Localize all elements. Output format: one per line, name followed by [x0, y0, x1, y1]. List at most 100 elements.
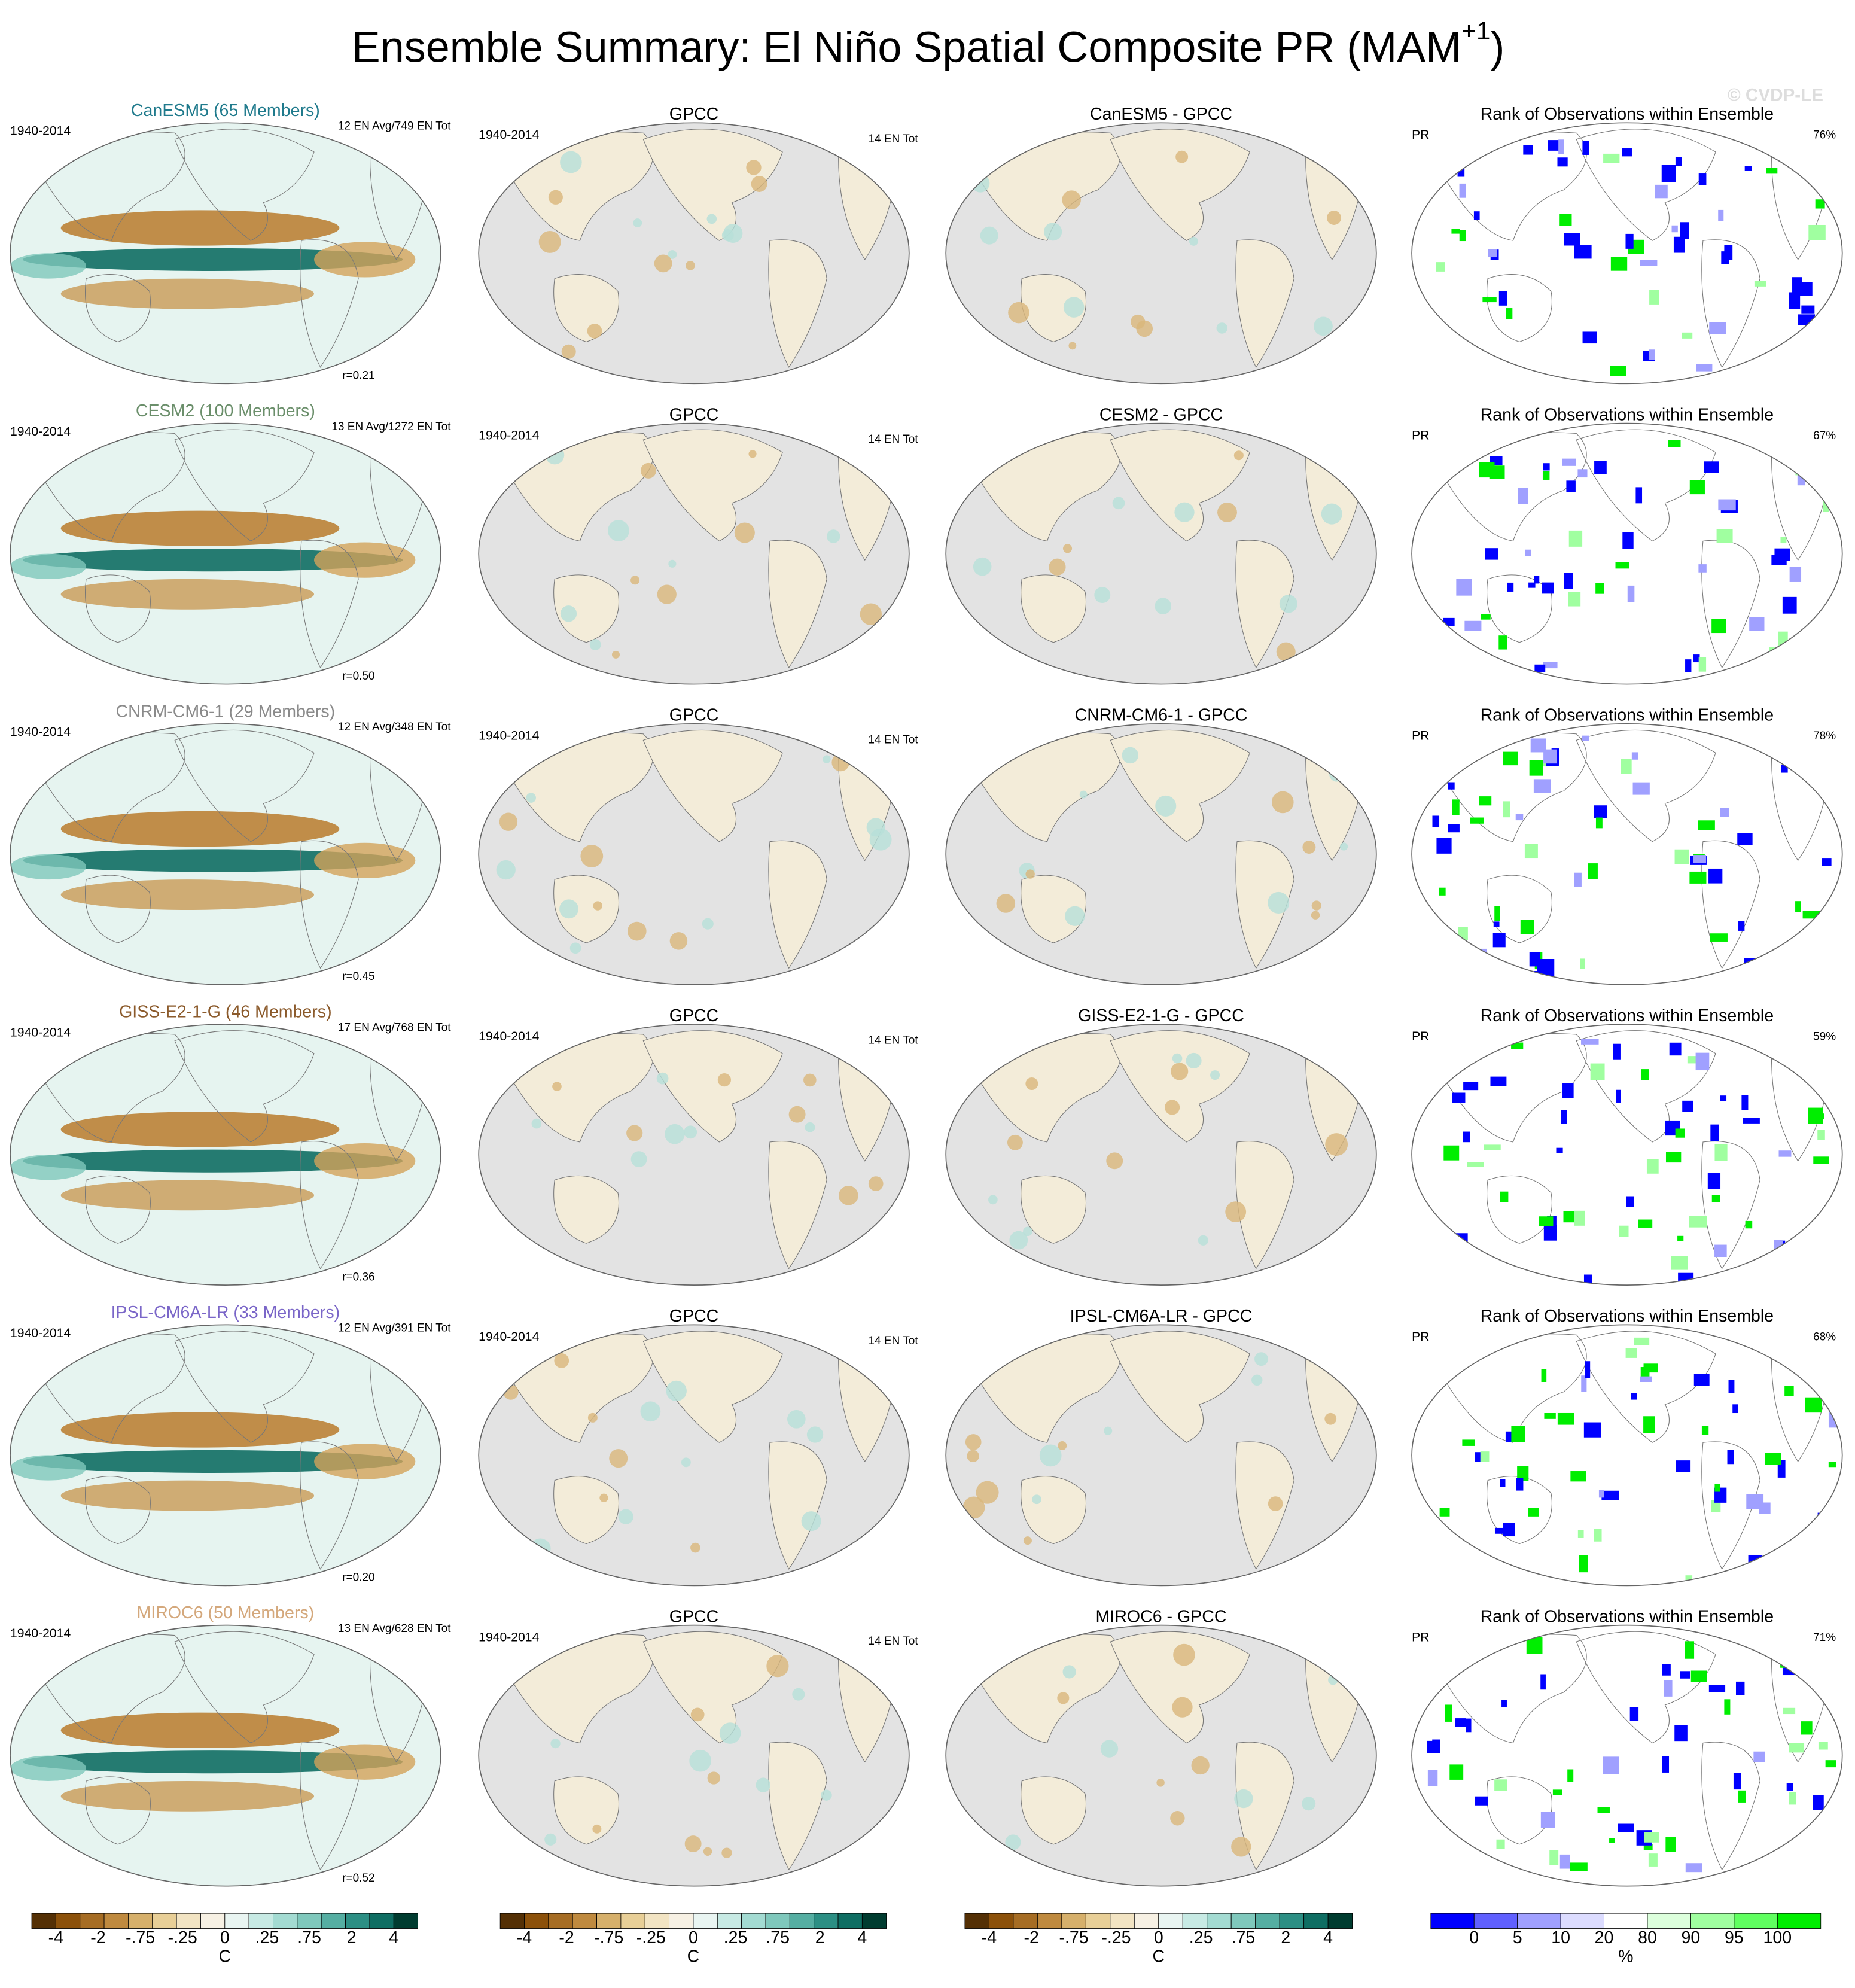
anomaly	[1062, 1665, 1076, 1679]
anomaly	[1023, 1226, 1032, 1237]
rank-cell	[1701, 1426, 1709, 1435]
rank-var: PR	[1412, 428, 1429, 442]
rank-cell	[1540, 1812, 1555, 1828]
rank-cell	[1789, 1743, 1805, 1753]
colorbar-box	[200, 1913, 226, 1929]
rank-cell	[1543, 662, 1558, 669]
rank-cell	[1780, 537, 1787, 544]
colorbar-label: -4	[517, 1928, 532, 1947]
continent	[1576, 429, 1716, 542]
band-north	[60, 210, 340, 246]
map	[1412, 1024, 1842, 1286]
rank-cell	[1735, 1681, 1745, 1695]
rank-cell	[1815, 199, 1825, 209]
pattern-corr: r=0.50	[342, 670, 375, 683]
colorbar-box	[1158, 1913, 1183, 1929]
rank-title: Rank of Observations within Ensemble	[1481, 1307, 1774, 1326]
anomaly	[1155, 795, 1177, 817]
colorbar-label: 80	[1638, 1928, 1657, 1947]
map-outline	[10, 1024, 441, 1286]
anomaly	[669, 932, 688, 950]
band-north	[60, 510, 340, 546]
colorbar-box	[1430, 1913, 1475, 1929]
rank-cell	[1525, 549, 1531, 556]
rank-cell	[1662, 1756, 1670, 1773]
colorbar-label: 2	[1281, 1928, 1290, 1947]
rank-cell	[1707, 1173, 1721, 1189]
rank-cell	[1676, 1460, 1691, 1472]
anomaly	[1174, 502, 1195, 522]
colorbar-label: -.25	[1101, 1928, 1131, 1947]
rank-cell	[1693, 654, 1700, 663]
colorbar-box	[693, 1913, 718, 1929]
rank-cell	[1778, 1150, 1792, 1157]
rank-cell	[1579, 1555, 1588, 1573]
anomaly	[803, 1073, 817, 1087]
continent	[1701, 840, 1760, 969]
anomaly	[1173, 1643, 1195, 1666]
rank-cell	[1671, 225, 1678, 233]
rank-cell	[1687, 1056, 1699, 1064]
rank-cell	[1665, 1152, 1682, 1163]
colorbar-box	[1327, 1913, 1353, 1929]
colorbar-box	[1134, 1913, 1159, 1929]
colorbar-label: 0	[689, 1928, 698, 1947]
continent	[642, 429, 783, 542]
continent	[1701, 1441, 1760, 1570]
colorbar-box	[1690, 1913, 1735, 1929]
rank-cell	[1745, 1220, 1753, 1229]
continent	[642, 1331, 783, 1443]
anomaly	[806, 1426, 824, 1443]
map-outline	[10, 1624, 441, 1887]
rank-cell	[1638, 1219, 1653, 1228]
map-outline	[10, 723, 441, 985]
map	[479, 723, 909, 985]
rank-cell	[1801, 305, 1815, 314]
colorbar-box	[1734, 1913, 1778, 1929]
continent	[1701, 239, 1760, 368]
rank-cell	[1627, 585, 1635, 602]
rank-cell	[1671, 1256, 1689, 1270]
anomaly	[1327, 211, 1341, 225]
anomaly	[654, 254, 672, 273]
rank-pct: 68%	[1813, 1331, 1836, 1344]
rank-cell	[1797, 282, 1813, 296]
colorbar-box	[321, 1913, 346, 1929]
rank-cell	[1549, 1850, 1559, 1865]
rank-cell	[1677, 1235, 1684, 1241]
pattern-corr: r=0.52	[342, 1872, 375, 1885]
rank-cell	[1459, 183, 1466, 198]
colorbar-box	[1604, 1913, 1648, 1929]
diff-title: CESM2 - GPCC	[1099, 405, 1223, 424]
rank-cell	[1616, 1089, 1621, 1103]
rank-cell	[1511, 1042, 1524, 1049]
rank-cell	[1594, 1529, 1602, 1542]
anomaly	[526, 793, 536, 803]
rank-cell	[1503, 1523, 1515, 1537]
rank-cell	[1488, 249, 1497, 258]
rank-cell	[1581, 1375, 1587, 1392]
anomaly	[967, 1450, 979, 1462]
continent	[1235, 1742, 1294, 1871]
band-equator	[23, 248, 403, 271]
anomaly	[821, 1789, 832, 1801]
anomaly	[618, 1509, 633, 1524]
rank-cell	[1621, 759, 1632, 774]
anomaly	[1314, 316, 1333, 336]
anomaly	[1112, 497, 1125, 510]
band-east	[314, 542, 416, 578]
map-outline	[478, 1324, 910, 1587]
anomaly	[1324, 1412, 1337, 1425]
rank-cell	[1528, 1508, 1539, 1517]
colorbar-box	[964, 1913, 989, 1929]
rank-cell	[1664, 1680, 1673, 1697]
rank-cell	[1562, 458, 1576, 466]
rank-cell	[1503, 751, 1518, 766]
colorbar-label: 95	[1725, 1928, 1744, 1947]
model-title: MIROC6 (50 Members)	[136, 1603, 314, 1622]
rank-cell	[1665, 1837, 1676, 1852]
anomaly	[766, 1655, 789, 1678]
rank-cell	[1564, 573, 1573, 589]
colorbar-label: 100	[1763, 1928, 1792, 1947]
rank-cell	[1669, 1042, 1682, 1056]
